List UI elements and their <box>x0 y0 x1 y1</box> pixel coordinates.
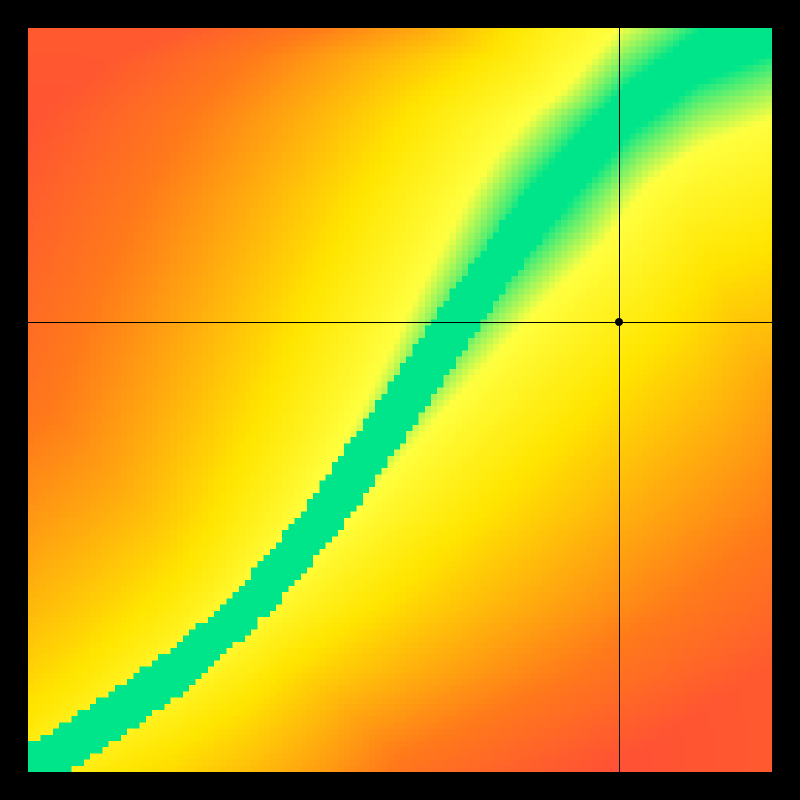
bottleneck-heatmap <box>28 28 772 772</box>
heatmap-canvas <box>28 28 772 772</box>
crosshair-vertical <box>619 28 620 772</box>
frame-bottom <box>0 772 800 800</box>
crosshair-horizontal <box>28 322 772 323</box>
frame-top <box>0 0 800 28</box>
frame-left <box>0 0 28 800</box>
crosshair-marker <box>615 318 623 326</box>
frame-right <box>772 0 800 800</box>
